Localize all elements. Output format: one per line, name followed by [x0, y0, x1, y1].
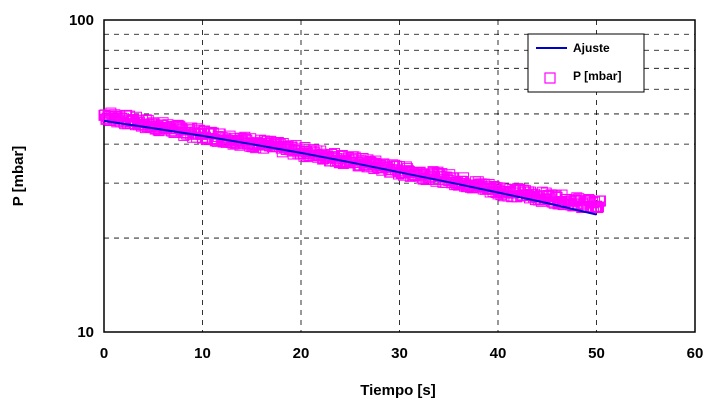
x-tick-label: 50 [588, 345, 605, 362]
fit-line [103, 119, 597, 216]
x-tick-label: 60 [687, 345, 704, 362]
x-axis-title: Tiempo [s] [360, 382, 436, 398]
x-tick-label: 10 [194, 345, 211, 362]
legend-box [527, 33, 645, 93]
x-tick-label: 40 [490, 345, 507, 362]
x-tick-label: 30 [391, 345, 408, 362]
y-tick-label: 10 [77, 324, 94, 341]
legend: Ajuste P [mbar] [527, 33, 645, 93]
legend-pressure-label: P [mbar] [573, 69, 621, 83]
y-axis-title: P [mbar] [10, 146, 27, 207]
data-point [592, 201, 604, 213]
legend-ajuste-label: Ajuste [573, 41, 610, 55]
legend-pressure-swatch [544, 72, 556, 84]
data-point [594, 195, 606, 207]
x-tick-label: 20 [293, 345, 310, 362]
data-point [591, 202, 603, 214]
x-axis-ticks: 0 10 20 30 40 50 60 [100, 345, 704, 362]
y-tick-label: 100 [69, 12, 94, 29]
x-tick-label: 0 [100, 345, 108, 362]
y-axis-ticks: 10 100 [69, 12, 94, 341]
